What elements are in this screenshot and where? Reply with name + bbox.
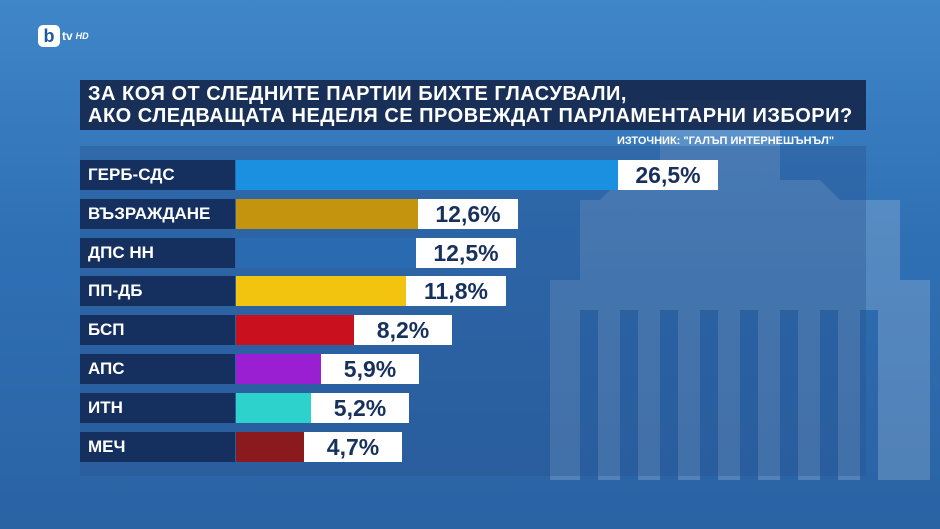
logo-text: tv	[62, 29, 73, 43]
category-label: ДПС НН	[80, 238, 235, 268]
category-label: ВЪЗРАЖДАНЕ	[80, 199, 235, 229]
value-label: 12,5%	[416, 238, 516, 268]
category-label: БСП	[80, 315, 235, 345]
bar	[236, 432, 304, 462]
bar	[236, 276, 406, 306]
bar	[236, 315, 354, 345]
value-label: 8,2%	[354, 315, 452, 345]
value-label: 5,9%	[321, 354, 419, 384]
btv-logo: b tv HD	[38, 24, 89, 48]
bar	[236, 160, 618, 190]
value-label: 4,7%	[304, 432, 402, 462]
parliament-building-image	[550, 100, 930, 480]
category-label: ИТН	[80, 393, 235, 423]
logo-hd: HD	[75, 31, 89, 41]
bar	[236, 354, 321, 384]
value-label: 12,6%	[418, 199, 518, 229]
category-label: ПП-ДБ	[80, 276, 235, 306]
value-label: 26,5%	[618, 160, 718, 190]
source-caption: ИЗТОЧНИК: "ГАЛЪП ИНТЕРНЕШЪНЪЛ"	[617, 135, 835, 147]
title-line-2: АКО СЛЕДВАЩАТА НЕДЕЛЯ СЕ ПРОВЕЖДАТ ПАРЛА…	[88, 105, 853, 127]
question-title-box: ЗА КОЯ ОТ СЛЕДНИТЕ ПАРТИИ БИХТЕ ГЛАСУВАЛ…	[80, 80, 866, 130]
logo-mark: b	[38, 25, 60, 47]
bar	[236, 393, 311, 423]
title-line-1: ЗА КОЯ ОТ СЛЕДНИТЕ ПАРТИИ БИХТЕ ГЛАСУВАЛ…	[88, 83, 627, 105]
category-label: АПС	[80, 354, 235, 384]
category-label: МЕЧ	[80, 432, 235, 462]
value-label: 5,2%	[311, 393, 409, 423]
category-label: ГЕРБ-СДС	[80, 160, 235, 190]
bar	[236, 238, 416, 268]
value-label: 11,8%	[406, 276, 506, 306]
bar	[236, 199, 418, 229]
